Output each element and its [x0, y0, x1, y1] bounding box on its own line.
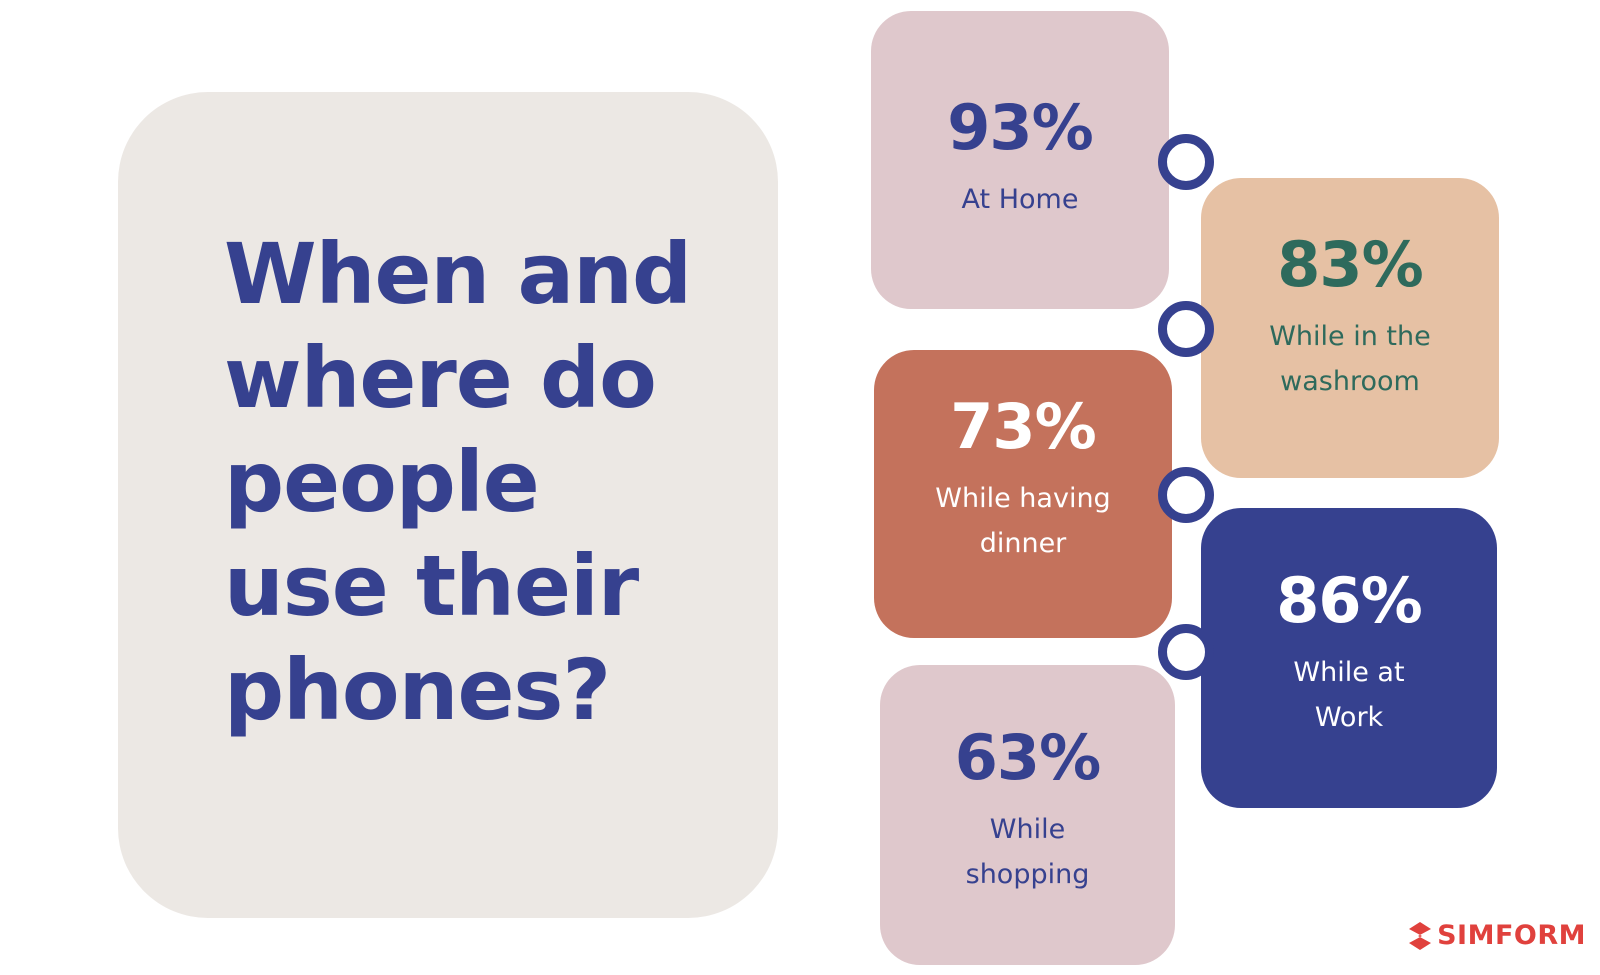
stat-value: 86%: [1276, 564, 1422, 637]
stat-value: 93%: [947, 91, 1093, 164]
stat-label: While at Work: [1293, 657, 1405, 733]
stat-value: 63%: [954, 721, 1101, 794]
connector-ring-icon: [1158, 301, 1214, 357]
connector-ring-icon: [1158, 134, 1214, 190]
stat-value: 83%: [1277, 228, 1423, 301]
brand-logo: SIMFORM: [1407, 920, 1586, 951]
stat-card-washroom: 83% While in the washroom: [1201, 178, 1499, 478]
stat-card-home: 93% At Home: [871, 11, 1169, 309]
stat-label: While in the washroom: [1269, 321, 1431, 397]
simform-logo-icon: [1409, 921, 1432, 950]
connector-ring-icon: [1158, 467, 1214, 523]
infographic-title: When and where do people use their phone…: [224, 225, 692, 739]
brand-name: SIMFORM: [1437, 920, 1586, 951]
connector-ring-icon: [1158, 624, 1214, 680]
title-card: [118, 92, 778, 918]
stat-label: While shopping: [965, 814, 1090, 890]
stat-card-dinner: 73% While having dinner: [874, 350, 1172, 638]
stat-card-shopping: 63% While shopping: [880, 665, 1175, 965]
stat-card-work: 86% While at Work: [1201, 508, 1497, 808]
stat-label: While having dinner: [935, 483, 1111, 559]
stat-value: 73%: [950, 390, 1096, 463]
stat-label: At Home: [961, 184, 1079, 215]
